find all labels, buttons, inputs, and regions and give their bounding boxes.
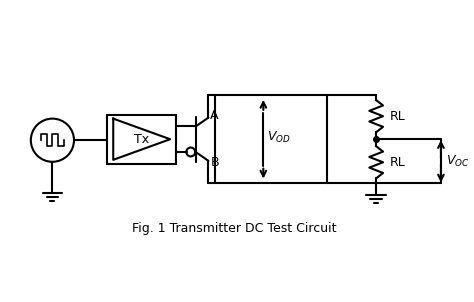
Text: RL: RL xyxy=(390,110,406,123)
Text: $V_{OD}$: $V_{OD}$ xyxy=(267,130,291,145)
Text: A: A xyxy=(210,109,219,122)
Bar xyxy=(215,95,327,183)
Text: Tx: Tx xyxy=(134,133,149,146)
Text: B: B xyxy=(210,156,219,169)
Bar xyxy=(107,115,176,164)
Text: RL: RL xyxy=(390,156,406,169)
Text: Fig. 1 Transmitter DC Test Circuit: Fig. 1 Transmitter DC Test Circuit xyxy=(132,222,336,235)
Text: $V_{OC}$: $V_{OC}$ xyxy=(446,154,469,169)
